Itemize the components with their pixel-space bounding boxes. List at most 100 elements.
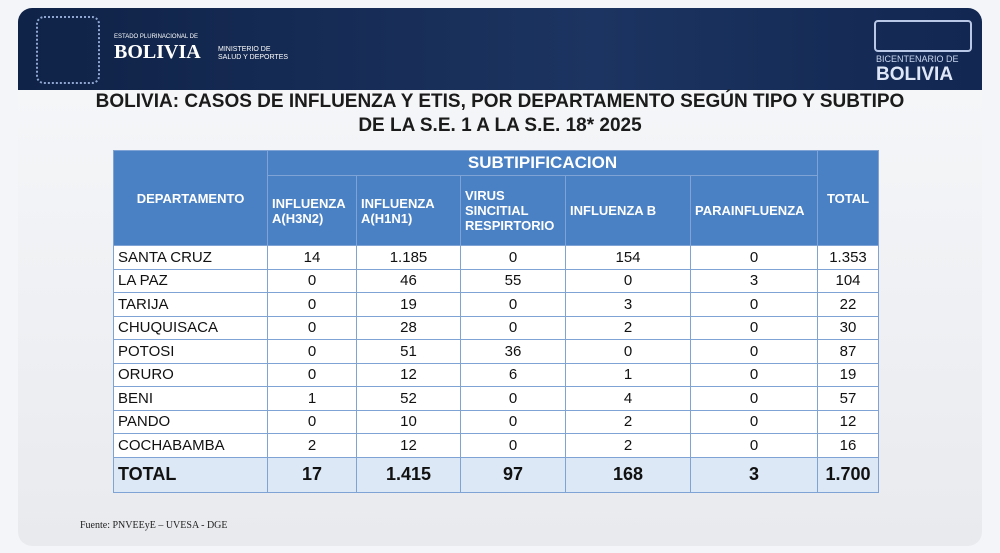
logo [36, 16, 100, 84]
title-line: BOLIVIA: CASOS DE INFLUENZA Y ETIS, POR … [95, 91, 905, 112]
header-bar: ESTADO PLURINACIONAL DE BOLIVIA MINISTER… [18, 8, 982, 90]
cell: 104 [817, 268, 879, 293]
source: Fuente: PNVEEyE – UVESA - DGE [80, 520, 228, 531]
cell: 10 [356, 409, 461, 434]
column-header: DEPARTAMENTO [113, 150, 268, 246]
department: TARIJA [113, 292, 268, 317]
cases-table: DEPARTAMENTO SUBTIPIFICACION TOTAL INFLU… [113, 150, 879, 493]
department: COCHABAMBA [113, 433, 268, 458]
cell: 16 [817, 433, 879, 458]
table-row: ORURO 0 12 6 1 0 19 [113, 362, 879, 387]
cell: 0 [460, 315, 566, 340]
cell: 57 [817, 386, 879, 411]
title-line: DE LA S.E. 1 A LA S.E. 18* 2025 [358, 115, 642, 136]
department: CHUQUISACA [113, 315, 268, 340]
cell: 1.185 [356, 245, 461, 270]
cell: 0 [267, 362, 357, 387]
cell: 0 [267, 409, 357, 434]
table-row: LA PAZ 0 46 55 0 3 104 [113, 268, 879, 293]
total-row: TOTAL 17 1.415 97 168 3 1.700 [113, 456, 879, 493]
cell: 87 [817, 339, 879, 364]
cell: 3 [690, 268, 818, 293]
table-row: POTOSI 0 51 36 0 0 87 [113, 339, 879, 364]
cell: 0 [565, 268, 691, 293]
total-cell: 1.415 [356, 456, 461, 493]
bicentenario-small: BICENTENARIO DE [876, 54, 959, 64]
total-cell: 168 [565, 456, 691, 493]
cell: 0 [690, 245, 818, 270]
cell: 46 [356, 268, 461, 293]
cell: 4 [565, 386, 691, 411]
subheader: INFLUENZA A(H1N1) [356, 175, 461, 246]
cell: 1.353 [817, 245, 879, 270]
cell: 12 [356, 433, 461, 458]
cell: 28 [356, 315, 461, 340]
cell: 12 [356, 362, 461, 387]
cell: 36 [460, 339, 566, 364]
ministry: MINISTERIO DE [218, 46, 271, 53]
total-label: TOTAL [113, 456, 268, 493]
total-cell: 17 [267, 456, 357, 493]
subheader: INFLUENZA A(H3N2) [267, 175, 357, 246]
cell: 154 [565, 245, 691, 270]
cell: 6 [460, 362, 566, 387]
table-row: PANDO 0 10 0 2 0 12 [113, 409, 879, 434]
cell: 1 [565, 362, 691, 387]
cell: 0 [460, 245, 566, 270]
cell: 52 [356, 386, 461, 411]
cell: 2 [565, 315, 691, 340]
title: BOLIVIA: CASOS DE INFLUENZA Y ETIS, POR … [0, 90, 1000, 138]
cell: 0 [460, 292, 566, 317]
cell: 0 [267, 268, 357, 293]
group-header: SUBTIPIFICACION [267, 150, 818, 176]
cell: 0 [460, 433, 566, 458]
cell: 12 [817, 409, 879, 434]
cell: 22 [817, 292, 879, 317]
table-row: TARIJA 0 19 0 3 0 22 [113, 292, 879, 317]
bicentenario-logo [874, 20, 972, 52]
table-row: BENI 1 52 0 4 0 57 [113, 386, 879, 411]
total-cell: 97 [460, 456, 566, 493]
total-cell: 3 [690, 456, 818, 493]
cell: 0 [267, 339, 357, 364]
cell: 2 [565, 409, 691, 434]
table-row: COCHABAMBA 2 12 0 2 0 16 [113, 433, 879, 458]
subheader: PARAINFLUENZA [690, 175, 818, 246]
cell: 0 [690, 409, 818, 434]
cell: 2 [565, 433, 691, 458]
department: BENI [113, 386, 268, 411]
cell: 30 [817, 315, 879, 340]
cell: 0 [690, 292, 818, 317]
cell: 19 [817, 362, 879, 387]
cell: 2 [267, 433, 357, 458]
header-small: ESTADO PLURINACIONAL DE [114, 34, 199, 40]
bicentenario-big: BOLIVIA [876, 64, 954, 85]
department: LA PAZ [113, 268, 268, 293]
cell: 51 [356, 339, 461, 364]
cell: 0 [690, 362, 818, 387]
cell: 0 [267, 315, 357, 340]
cell: 0 [690, 433, 818, 458]
column-header: TOTAL [817, 150, 879, 246]
department: ORURO [113, 362, 268, 387]
cell: 0 [267, 292, 357, 317]
cell: 0 [690, 386, 818, 411]
cell: 0 [690, 315, 818, 340]
department: PANDO [113, 409, 268, 434]
table-row: CHUQUISACA 0 28 0 2 0 30 [113, 315, 879, 340]
cell: 1 [267, 386, 357, 411]
cell: 0 [565, 339, 691, 364]
department: POTOSI [113, 339, 268, 364]
ministry: SALUD Y DEPORTES [218, 54, 289, 61]
cell: 0 [460, 386, 566, 411]
total-cell: 1.700 [817, 456, 879, 493]
cell: 14 [267, 245, 357, 270]
department: SANTA CRUZ [113, 245, 268, 270]
cell: 0 [690, 339, 818, 364]
subheader: INFLUENZA B [565, 175, 691, 246]
cell: 55 [460, 268, 566, 293]
cell: 3 [565, 292, 691, 317]
header-country: BOLIVIA [114, 41, 201, 63]
subheader: VIRUS SINCITIAL RESPIRTORIO [460, 175, 566, 246]
